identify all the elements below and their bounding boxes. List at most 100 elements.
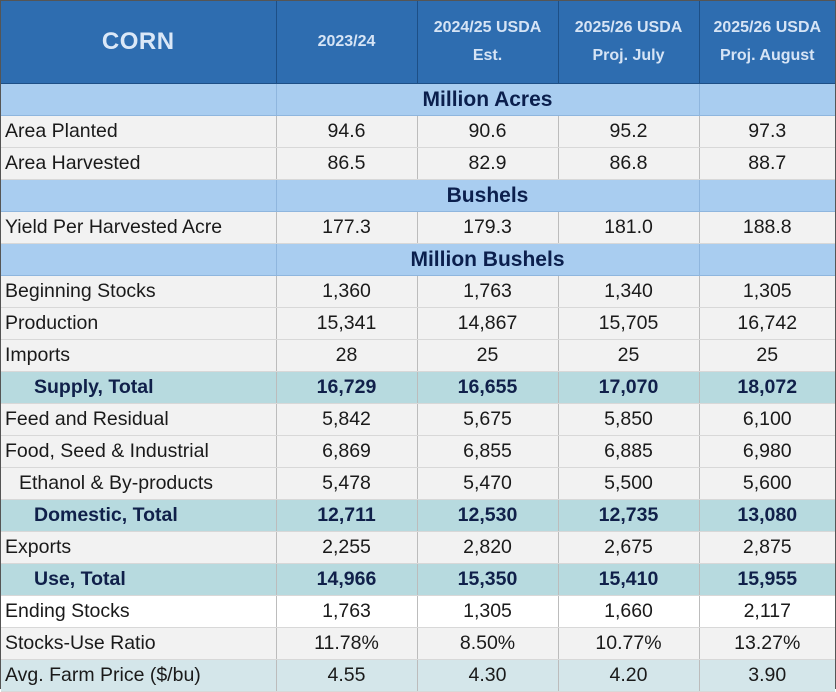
cell-value: 5,600 xyxy=(698,467,835,500)
cell-value: 28 xyxy=(275,339,417,372)
table-row: Stocks-Use Ratio 11.78% 8.50% 10.77% 13.27% xyxy=(1,627,835,660)
cell-value: 1,305 xyxy=(698,275,835,308)
cell-value: 1,360 xyxy=(275,275,417,308)
table-row-total: Supply, Total 16,729 16,655 17,070 18,072 xyxy=(1,371,835,404)
cell-value: 5,478 xyxy=(275,467,417,500)
table-row: Area Harvested 86.5 82.9 86.8 88.7 xyxy=(1,147,835,180)
cell-value: 10.77% xyxy=(557,627,699,660)
table-row: Beginning Stocks 1,360 1,763 1,340 1,305 xyxy=(1,275,835,308)
table-row: Yield Per Harvested Acre 177.3 179.3 181.0 1… xyxy=(1,211,835,244)
cell-value: 1,660 xyxy=(557,595,699,628)
cell-value: 6,869 xyxy=(275,435,417,468)
cell-value: 25 xyxy=(416,339,558,372)
row-label: Domestic, Total xyxy=(1,499,276,532)
row-label: Exports xyxy=(1,531,276,564)
cell-value: 86.5 xyxy=(275,147,417,180)
row-label: Ending Stocks xyxy=(1,595,276,628)
cell-value: 16,729 xyxy=(275,371,417,404)
column-header-line2: Proj. August xyxy=(719,47,815,64)
cell-value: 8.50% xyxy=(416,627,558,660)
cell-value: 2,255 xyxy=(275,531,417,564)
section-label: Million Acres xyxy=(275,83,700,116)
cell-value: 95.2 xyxy=(557,115,699,148)
row-label: Beginning Stocks xyxy=(1,275,276,308)
cell-value: 90.6 xyxy=(416,115,558,148)
header-row: CORN 2023/24 2024/25 USDA Est. 2025/26 U… xyxy=(1,1,835,84)
cell-value: 17,070 xyxy=(557,371,699,404)
table-row-total: Use, Total 14,966 15,350 15,410 15,955 xyxy=(1,563,835,596)
cell-value: 4.55 xyxy=(275,659,417,692)
row-label: Avg. Farm Price ($/bu) xyxy=(1,659,276,692)
cell-value: 1,763 xyxy=(275,595,417,628)
cell-value: 1,305 xyxy=(416,595,558,628)
cell-value: 88.7 xyxy=(698,147,835,180)
cell-value: 2,117 xyxy=(698,595,835,628)
cell-value: 1,340 xyxy=(557,275,699,308)
cell-value: 12,711 xyxy=(275,499,417,532)
cell-value: 4.30 xyxy=(416,659,558,692)
cell-value: 15,705 xyxy=(557,307,699,340)
cell-value: 82.9 xyxy=(416,147,558,180)
column-header-line2: Proj. July xyxy=(592,47,665,64)
row-label: Use, Total xyxy=(1,563,276,596)
table-row: Avg. Farm Price ($/bu) 4.55 4.30 4.20 3.90 xyxy=(1,659,835,692)
cell-value: 3.90 xyxy=(698,659,835,692)
cell-value: 16,742 xyxy=(698,307,835,340)
column-header-line1: 2023/24 xyxy=(317,33,376,50)
cell-value: 2,875 xyxy=(698,531,835,564)
cell-value: 6,980 xyxy=(698,435,835,468)
cell-value: 5,842 xyxy=(275,403,417,436)
cell-value: 86.8 xyxy=(557,147,699,180)
cell-value: 6,885 xyxy=(557,435,699,468)
cell-value: 2,820 xyxy=(416,531,558,564)
row-label: Supply, Total xyxy=(1,371,276,404)
column-header-line1: 2024/25 USDA xyxy=(433,19,542,36)
row-label: Area Planted xyxy=(1,115,276,148)
cell-value: 97.3 xyxy=(698,115,835,148)
cell-value: 4.20 xyxy=(557,659,699,692)
table-row: Food, Seed & Industrial 6,869 6,855 6,885 6,… xyxy=(1,435,835,468)
row-label: Yield Per Harvested Acre xyxy=(1,211,276,244)
cell-value: 179.3 xyxy=(416,211,558,244)
table-row: Area Planted 94.6 90.6 95.2 97.3 xyxy=(1,115,835,148)
section-row-million-bushels: Million Bushels xyxy=(1,243,835,276)
table-row: Imports 28 25 25 25 xyxy=(1,339,835,372)
row-label: Feed and Residual xyxy=(1,403,276,436)
row-label: Imports xyxy=(1,339,276,372)
column-header-line1: 2025/26 USDA xyxy=(713,19,822,36)
cell-value: 94.6 xyxy=(275,115,417,148)
cell-value: 5,850 xyxy=(557,403,699,436)
column-header-line1: 2025/26 USDA xyxy=(574,19,683,36)
column-header-line2: Est. xyxy=(472,47,503,64)
table-row: Exports 2,255 2,820 2,675 2,875 xyxy=(1,531,835,564)
cell-value: 18,072 xyxy=(698,371,835,404)
cell-value: 6,100 xyxy=(698,403,835,436)
section-row-million-acres: Million Acres xyxy=(1,83,835,116)
cell-value: 5,470 xyxy=(416,467,558,500)
cell-value: 11.78% xyxy=(275,627,417,660)
cell-value: 15,341 xyxy=(275,307,417,340)
column-header-2024-25: 2024/25 USDA Est. xyxy=(416,1,558,84)
cell-value: 188.8 xyxy=(698,211,835,244)
cell-value: 1,763 xyxy=(416,275,558,308)
table-row: Feed and Residual 5,842 5,675 5,850 6,100 xyxy=(1,403,835,436)
cell-value: 12,735 xyxy=(557,499,699,532)
cell-value: 177.3 xyxy=(275,211,417,244)
table-row: Ending Stocks 1,763 1,305 1,660 2,117 xyxy=(1,595,835,628)
table-row: Production 15,341 14,867 15,705 16,742 xyxy=(1,307,835,340)
table-row-total: Domestic, Total 12,711 12,530 12,735 13,080 xyxy=(1,499,835,532)
table-row: Ethanol & By-products 5,478 5,470 5,500 5,60… xyxy=(1,467,835,500)
cell-value: 13.27% xyxy=(698,627,835,660)
cell-value: 14,966 xyxy=(275,563,417,596)
cell-value: 15,350 xyxy=(416,563,558,596)
row-label: Production xyxy=(1,307,276,340)
cell-value: 5,675 xyxy=(416,403,558,436)
row-label: Ethanol & By-products xyxy=(1,467,276,500)
column-header-2023-24: 2023/24 xyxy=(275,1,417,84)
table-title: CORN xyxy=(1,1,276,84)
cell-value: 6,855 xyxy=(416,435,558,468)
column-header-2025-26-august: 2025/26 USDA Proj. August xyxy=(698,1,835,84)
section-label: Million Bushels xyxy=(275,243,700,276)
section-label: Bushels xyxy=(275,179,700,212)
cell-value: 181.0 xyxy=(557,211,699,244)
